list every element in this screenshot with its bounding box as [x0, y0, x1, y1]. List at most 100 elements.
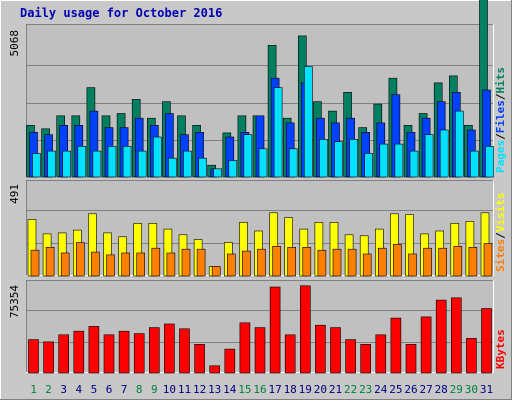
legend-files: Files — [494, 100, 507, 133]
x-tick-label-day-21: 21 — [329, 383, 342, 396]
bar-kbytes-day-4 — [73, 330, 85, 374]
x-tick-label-day-9: 9 — [151, 383, 158, 396]
bar-pages-day-16 — [258, 148, 268, 178]
x-tick-label-day-31: 31 — [480, 383, 493, 396]
bar-kbytes-day-27 — [420, 316, 432, 374]
bar-sites-day-28 — [438, 247, 448, 277]
legend-visits: Visits — [494, 193, 507, 233]
bar-kbytes-day-21 — [330, 327, 341, 374]
legend-separator: / — [494, 133, 507, 140]
bar-pages-day-7 — [122, 146, 132, 178]
bar-kbytes-day-17 — [269, 286, 281, 374]
y-max-label: 5068 — [8, 30, 21, 57]
bar-kbytes-day-15 — [239, 322, 251, 374]
bar-kbytes-day-28 — [435, 299, 447, 374]
legend-sites: Sites — [494, 239, 507, 272]
bar-pages-day-24 — [379, 143, 389, 178]
legend: Sites/Visits — [494, 193, 507, 273]
legend: KBytes — [494, 329, 507, 369]
bar-sites-day-18 — [287, 247, 297, 277]
bar-pages-day-6 — [107, 146, 117, 178]
chart-title: Daily usage for October 2016 — [20, 6, 223, 20]
bar-sites-day-16 — [257, 248, 266, 277]
x-tick-label-day-29: 29 — [450, 383, 463, 396]
y-max-label: 75354 — [8, 285, 21, 318]
bar-pages-day-12 — [198, 157, 207, 178]
bar-sites-day-25 — [393, 244, 402, 277]
bar-sites-day-7 — [121, 252, 130, 277]
bar-sites-day-3 — [60, 252, 70, 277]
bar-sites-day-20 — [317, 249, 327, 277]
bar-pages-day-30 — [470, 150, 479, 178]
bar-sites-day-2 — [45, 247, 55, 277]
bar-sites-day-6 — [106, 254, 115, 277]
bar-sites-day-13 — [211, 266, 221, 277]
x-tick-label-day-14: 14 — [223, 383, 237, 396]
bar-sites-day-29 — [453, 246, 463, 277]
bar-kbytes-day-23 — [360, 343, 372, 374]
bar-pages-day-1 — [32, 153, 41, 178]
bar-pages-day-11 — [183, 150, 192, 178]
bar-pages-day-25 — [394, 143, 404, 178]
bar-sites-day-8 — [136, 252, 145, 277]
bar-sites-day-23 — [362, 253, 372, 277]
x-tick-label-day-15: 15 — [238, 383, 251, 396]
bar-kbytes-day-18 — [284, 334, 296, 374]
x-tick-label-day-8: 8 — [136, 383, 143, 396]
x-tick-label-day-16: 16 — [253, 383, 266, 396]
bar-pages-day-8 — [137, 150, 147, 178]
bar-kbytes-day-24 — [375, 334, 387, 374]
bar-pages-day-28 — [439, 129, 449, 178]
bar-kbytes-day-13 — [209, 365, 220, 374]
bar-sites-day-14 — [227, 253, 236, 277]
bar-kbytes-day-10 — [164, 323, 175, 374]
x-tick-label-day-27: 27 — [419, 383, 432, 396]
x-tick-label-day-7: 7 — [121, 383, 128, 396]
x-tick-label-day-22: 22 — [344, 383, 357, 396]
x-tick-label-day-24: 24 — [374, 383, 388, 396]
bar-pages-day-26 — [409, 150, 419, 178]
x-tick-label-day-17: 17 — [268, 383, 281, 396]
bar-kbytes-day-7 — [118, 330, 130, 374]
bar-sites-day-11 — [181, 248, 191, 277]
panel-3: 75354 KBytes — [8, 280, 507, 374]
bar-kbytes-day-29 — [450, 297, 462, 374]
bar-sites-day-1 — [30, 249, 40, 277]
bar-kbytes-day-11 — [179, 328, 190, 374]
bar-pages-day-20 — [319, 139, 328, 178]
bar-pages-day-29 — [454, 110, 464, 178]
bar-sites-day-21 — [332, 248, 342, 277]
bar-sites-day-30 — [468, 247, 478, 277]
bar-kbytes-day-3 — [58, 334, 70, 374]
x-tick-label-day-18: 18 — [284, 383, 297, 396]
bar-sites-day-12 — [196, 248, 206, 277]
bar-kbytes-day-6 — [103, 334, 115, 374]
bar-pages-day-2 — [47, 150, 56, 178]
bar-pages-day-4 — [77, 146, 87, 178]
bar-pages-day-23 — [364, 153, 374, 178]
x-tick-label-day-30: 30 — [465, 383, 478, 396]
bar-kbytes-day-9 — [149, 327, 160, 374]
bar-pages-day-3 — [62, 150, 72, 178]
bar-kbytes-day-14 — [224, 348, 236, 374]
bar-pages-day-21 — [334, 141, 343, 178]
bar-kbytes-day-16 — [254, 327, 266, 374]
bar-kbytes-day-20 — [315, 324, 326, 374]
legend-separator: / — [494, 232, 507, 239]
bar-kbytes-day-8 — [133, 333, 145, 374]
bar-pages-day-31 — [485, 146, 494, 178]
bar-pages-day-14 — [228, 160, 238, 178]
bar-sites-day-26 — [408, 253, 417, 277]
legend-separator: / — [494, 93, 507, 100]
bar-kbytes-day-26 — [405, 343, 417, 374]
legend-hits: Hits — [494, 67, 507, 94]
bar-pages-day-15 — [243, 134, 253, 178]
bar-sites-day-27 — [423, 247, 432, 277]
bar-sites-day-22 — [347, 248, 357, 277]
panel-2: 491 Sites/Visits — [8, 180, 507, 277]
bar-pages-day-27 — [424, 134, 434, 178]
bar-sites-day-17 — [272, 246, 281, 277]
x-tick-label-day-20: 20 — [314, 383, 327, 396]
bar-sites-day-4 — [76, 242, 85, 277]
